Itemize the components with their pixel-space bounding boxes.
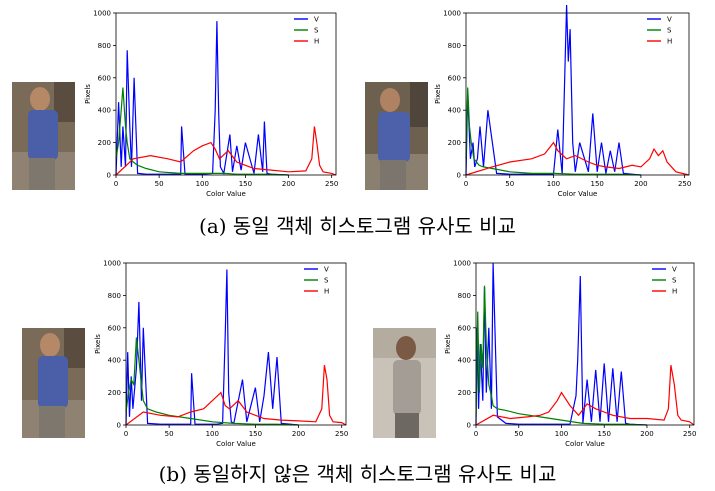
- series-line-H: [475, 364, 695, 426]
- x-axis-label: Color Value: [216, 440, 256, 448]
- histogram-chart-4: 0 50 100 150 200 250 0 200 400 600 800 1000 Color Va…: [440, 255, 700, 451]
- legend-label-H: H: [667, 38, 672, 46]
- person-photo-b-right: [373, 328, 436, 438]
- y-tick-label: 600: [458, 324, 471, 332]
- chart-svg: 0 50 100 150 200 250 0 200 400 600 800 1000 Color Va…: [94, 260, 348, 449]
- person-photo-b-left: [22, 328, 85, 438]
- series-line-H: [465, 141, 690, 176]
- y-tick-label: 1000: [453, 260, 471, 268]
- y-tick-label: 800: [98, 42, 111, 50]
- plot-frame: [465, 12, 690, 176]
- y-tick-label: 600: [448, 74, 461, 82]
- chart-svg: 0 50 100 150 200 250 0 200 400 600 800 1000 Color Va…: [434, 4, 691, 198]
- x-tick-label: 150: [598, 430, 611, 438]
- x-axis-label: Color Value: [206, 190, 246, 198]
- y-tick-label: 200: [98, 139, 111, 147]
- y-tick-label: 0: [107, 172, 111, 180]
- y-tick-label: 200: [458, 389, 471, 397]
- y-tick-label: 0: [457, 172, 461, 180]
- x-tick-label: 150: [239, 180, 252, 188]
- legend-label-H: H: [314, 38, 319, 46]
- histogram-chart-2: 0 50 100 150 200 250 0 200 400 600 800 1000 Color Va…: [430, 4, 695, 201]
- x-tick-label: 50: [505, 180, 514, 188]
- x-tick-label: 150: [590, 180, 603, 188]
- series-line-H: [115, 126, 337, 176]
- legend-label-S: S: [672, 277, 677, 285]
- x-tick-label: 200: [634, 180, 647, 188]
- series-line-S: [465, 87, 641, 176]
- legend-label-S: S: [314, 27, 319, 35]
- series-line-V: [125, 269, 299, 426]
- y-tick-label: 0: [467, 422, 471, 430]
- legend-label-V: V: [314, 16, 319, 24]
- x-tick-label: 50: [514, 430, 523, 438]
- chart-svg: 0 50 100 150 200 250 0 200 400 600 800 1000 Color Va…: [444, 260, 696, 449]
- y-tick-label: 800: [108, 292, 121, 300]
- legend-label-S: S: [324, 277, 329, 285]
- y-axis-label: Pixels: [94, 334, 102, 354]
- legend-label-V: V: [667, 16, 672, 24]
- series-line-V: [465, 4, 641, 176]
- series-line-S: [115, 87, 289, 176]
- series-line-S: [475, 285, 648, 426]
- y-tick-label: 200: [448, 139, 461, 147]
- x-tick-label: 50: [165, 430, 174, 438]
- y-tick-label: 0: [117, 422, 121, 430]
- x-tick-label: 250: [325, 180, 338, 188]
- legend-label-S: S: [667, 27, 672, 35]
- y-tick-label: 1000: [103, 260, 121, 268]
- y-tick-label: 400: [458, 357, 471, 365]
- x-tick-label: 0: [464, 180, 468, 188]
- y-tick-label: 400: [98, 107, 111, 115]
- y-tick-label: 200: [108, 389, 121, 397]
- x-tick-label: 100: [206, 430, 219, 438]
- y-tick-label: 1000: [93, 10, 111, 18]
- x-tick-label: 250: [683, 430, 696, 438]
- y-tick-label: 600: [108, 324, 121, 332]
- legend-label-V: V: [324, 266, 329, 274]
- legend-label-V: V: [672, 266, 677, 274]
- y-tick-label: 600: [98, 74, 111, 82]
- histogram-chart-3: 0 50 100 150 200 250 0 200 400 600 800 1000 Color Va…: [90, 255, 352, 451]
- x-tick-label: 200: [640, 430, 653, 438]
- series-line-S: [125, 337, 299, 426]
- chart-svg: 0 50 100 150 200 250 0 200 400 600 800 1000 Color Va…: [84, 10, 338, 199]
- x-axis-label: Color Value: [558, 190, 598, 198]
- y-tick-label: 400: [448, 107, 461, 115]
- y-tick-label: 400: [108, 357, 121, 365]
- series-line-H: [125, 364, 347, 426]
- x-tick-label: 150: [249, 430, 262, 438]
- x-tick-label: 100: [547, 180, 560, 188]
- x-axis-label: Color Value: [565, 440, 605, 448]
- y-tick-label: 800: [448, 42, 461, 50]
- y-tick-label: 800: [458, 292, 471, 300]
- caption-b: (b) 동일하지 않은 객체 히스토그램 유사도 비교: [158, 462, 557, 486]
- x-tick-label: 250: [678, 180, 691, 188]
- series-line-V: [475, 262, 648, 426]
- y-axis-label: Pixels: [434, 84, 442, 104]
- x-tick-label: 250: [335, 430, 348, 438]
- plot-frame: [475, 262, 695, 426]
- legend-label-H: H: [672, 288, 677, 296]
- y-axis-label: Pixels: [84, 84, 92, 104]
- x-tick-label: 200: [282, 180, 295, 188]
- y-axis-label: Pixels: [444, 334, 452, 354]
- plot-frame: [115, 12, 337, 176]
- legend-label-H: H: [324, 288, 329, 296]
- histogram-chart-1: 0 50 100 150 200 250 0 200 400 600 800 1000 Color Va…: [80, 5, 342, 201]
- x-tick-label: 50: [155, 180, 164, 188]
- x-tick-label: 100: [555, 430, 568, 438]
- person-photo-a-right: [365, 82, 428, 190]
- x-tick-label: 200: [292, 430, 305, 438]
- y-tick-label: 1000: [443, 10, 461, 18]
- caption-a: (a) 동일 객체 히스토그램 유사도 비교: [199, 214, 516, 238]
- x-tick-label: 0: [124, 430, 128, 438]
- plot-frame: [125, 262, 347, 426]
- person-photo-a-left: [12, 82, 75, 190]
- series-line-V: [115, 21, 289, 176]
- x-tick-label: 0: [474, 430, 478, 438]
- x-tick-label: 0: [114, 180, 118, 188]
- x-tick-label: 100: [196, 180, 209, 188]
